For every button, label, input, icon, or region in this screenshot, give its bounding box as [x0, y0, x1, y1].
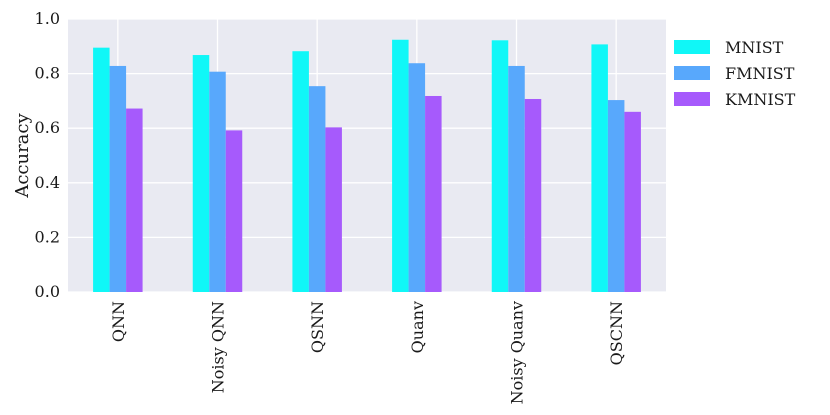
bar-mnist-0 [93, 47, 110, 292]
legend-swatch-mnist [674, 40, 710, 54]
bar-mnist-3 [392, 39, 409, 292]
legend-label-fmnist: FMNIST [725, 64, 795, 83]
bar-kmnist-2 [325, 127, 342, 292]
bar-kmnist-4 [524, 98, 542, 292]
x-tick-label: QSCNN [607, 301, 626, 365]
legend-swatch-fmnist [674, 66, 710, 80]
x-axis-ticks: QNN Noisy QNN QSNN Quanv Noisy Quanv QSCNN [109, 301, 626, 404]
bar-kmnist-0 [126, 108, 143, 292]
bar-fmnist-5 [607, 100, 625, 293]
legend-swatch-kmnist [674, 92, 710, 106]
bar-kmnist-1 [225, 130, 243, 292]
bar-fmnist-2 [308, 86, 326, 293]
bar-fmnist-0 [109, 65, 127, 293]
y-tick-label: 0.4 [35, 173, 60, 192]
legend-label-mnist: MNIST [725, 38, 784, 57]
y-tick-label: 1.0 [35, 9, 60, 28]
bar-mnist-1 [192, 55, 210, 293]
x-tick-label: Noisy QNN [209, 301, 228, 393]
legend: MNIST FMNIST KMNIST [674, 38, 796, 109]
bar-mnist-4 [491, 40, 509, 292]
x-tick-label: Quanv [408, 301, 427, 353]
legend-label-kmnist: KMNIST [725, 90, 796, 109]
y-tick-label: 0.8 [35, 64, 60, 83]
x-tick-label: QSNN [308, 301, 327, 353]
x-tick-label: QNN [109, 301, 128, 342]
bar-fmnist-3 [408, 63, 426, 293]
y-tick-label: 0.0 [35, 282, 60, 301]
plot-area [68, 19, 666, 292]
y-tick-label: 0.6 [35, 118, 60, 137]
bars [93, 39, 641, 293]
y-axis-ticks: 0.0 0.2 0.4 0.6 0.8 1.0 [35, 9, 60, 301]
gridlines [68, 18, 666, 293]
bar-fmnist-1 [209, 71, 226, 293]
bar-mnist-5 [591, 44, 608, 292]
y-axis-title: Accuracy [12, 113, 33, 199]
bar-kmnist-3 [425, 95, 442, 293]
x-tick-label: Noisy Quanv [508, 301, 527, 404]
bar-kmnist-5 [624, 111, 641, 292]
bar-fmnist-4 [508, 65, 525, 293]
bar-mnist-2 [292, 51, 309, 292]
y-tick-label: 0.2 [35, 227, 60, 246]
